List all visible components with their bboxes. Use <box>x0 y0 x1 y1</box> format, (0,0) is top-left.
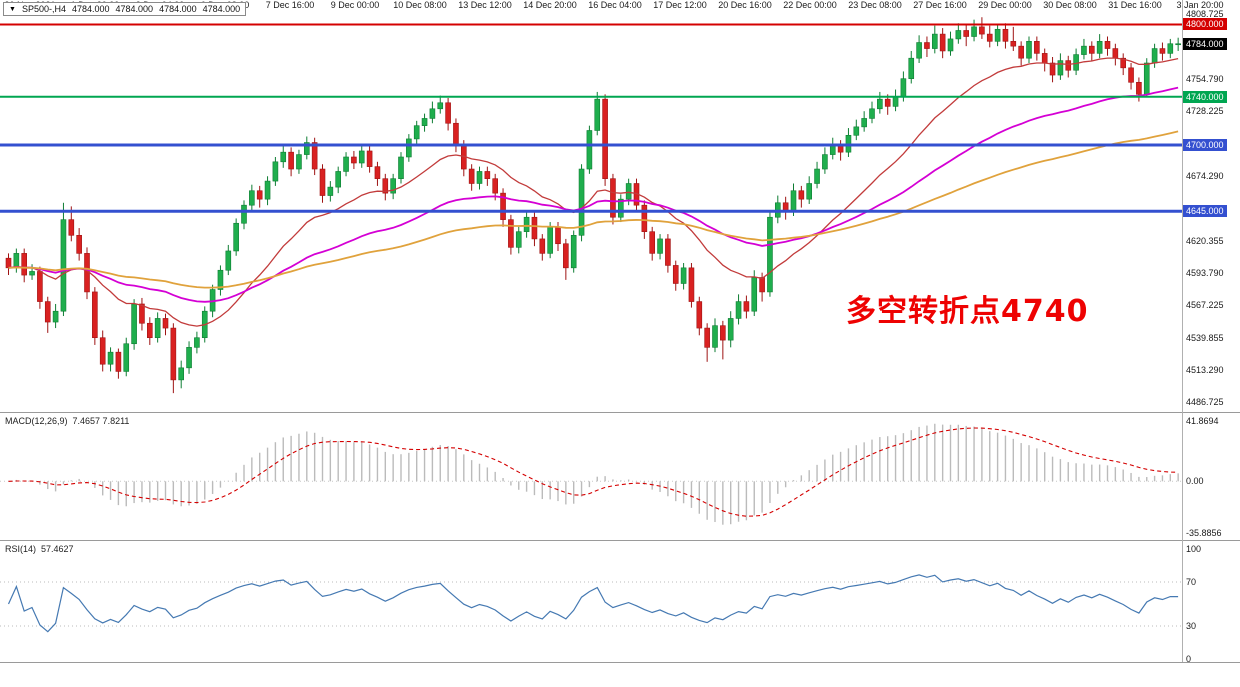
price-axis-tick: 4754.790 <box>1186 73 1224 84</box>
ma-slow-line <box>8 130 1179 289</box>
macd-signal-line <box>8 427 1179 517</box>
ma-mid-line <box>8 86 1179 303</box>
time-axis-label: 3 Jan 20:00 <box>1176 0 1224 10</box>
panel-separator[interactable] <box>0 412 1240 413</box>
rsi-axis-tick: 100 <box>1186 544 1202 554</box>
macd-axis-tick: 41.8694 <box>1186 416 1219 426</box>
chart-info-bar: ▼ SP500-,H4 4784.000 4784.000 4784.000 4… <box>3 2 247 16</box>
time-axis-label: 7 Dec 16:00 <box>265 0 315 10</box>
rsi-line <box>7 574 1179 633</box>
time-axis-label: 23 Dec 08:00 <box>848 0 902 10</box>
trend-annotation-text[interactable]: 多空转折点4740 <box>846 294 1089 329</box>
price-axis-tick: 4620.355 <box>1186 235 1224 246</box>
rsi-panel-canvas[interactable] <box>0 541 1182 661</box>
price-badge: 4784.000 <box>1183 37 1227 50</box>
price-axis-tick: 4593.790 <box>1186 267 1224 278</box>
hlines-group <box>0 23 1182 213</box>
ohlc-low: 4784.000 <box>159 4 197 14</box>
macd-axis-tick: -35.8856 <box>1186 528 1222 538</box>
time-axis-label: 27 Dec 16:00 <box>913 0 967 10</box>
price-badge: 4740.000 <box>1183 90 1227 103</box>
macd-label: MACD(12,26,9) <box>5 416 68 426</box>
price-axis-tick: 4567.225 <box>1186 299 1224 310</box>
time-axis-label: 14 Dec 20:00 <box>523 0 577 10</box>
price-axis-tick: 4674.290 <box>1186 170 1224 181</box>
symbol-period-label: SP500-,H4 <box>21 4 66 14</box>
time-axis-label: 9 Dec 00:00 <box>330 0 380 10</box>
panel-separator[interactable] <box>0 540 1240 541</box>
rsi-axis-tick: 70 <box>1186 577 1197 587</box>
rsi-current-value: 57.4627 <box>41 544 74 554</box>
macd-current-values: 7.4657 7.8211 <box>72 416 130 426</box>
ohlc-close: 4784.000 <box>202 4 241 14</box>
rsi-label: RSI(14) <box>5 544 37 554</box>
candles-group <box>5 17 1181 394</box>
rsi-title: RSI(14) 57.4627 <box>5 544 74 554</box>
time-axis-label: 17 Dec 12:00 <box>653 0 707 10</box>
time-axis-label: 29 Dec 00:00 <box>978 0 1032 10</box>
price-axis-tick: 4808.725 <box>1186 8 1224 19</box>
time-axis-label: 20 Dec 16:00 <box>718 0 772 10</box>
symbol-direction-icon: ▼ <box>9 5 16 13</box>
price-axis-tick: 4728.225 <box>1186 105 1224 116</box>
macd-panel-canvas[interactable] <box>0 414 1182 540</box>
panel-separator <box>0 662 1240 663</box>
macd-axis-tick: 0.00 <box>1186 476 1204 487</box>
price-axis-tick: 4513.290 <box>1186 364 1224 375</box>
rsi-axis-tick: 0 <box>1186 654 1192 664</box>
ma-fast-line <box>8 57 1179 327</box>
time-axis-label: 13 Dec 12:00 <box>458 0 512 10</box>
price-badge: 4800.000 <box>1183 18 1227 31</box>
time-axis-label: 31 Dec 16:00 <box>1108 0 1162 10</box>
price-axis-tick: 4486.725 <box>1186 396 1224 407</box>
rsi-axis-tick: 30 <box>1186 621 1197 631</box>
time-axis-label: 10 Dec 08:00 <box>393 0 447 10</box>
price-chart-canvas[interactable] <box>0 0 1182 413</box>
time-axis-label: 30 Dec 08:00 <box>1043 0 1097 10</box>
price-axis-tick: 4539.855 <box>1186 332 1224 343</box>
macd-title: MACD(12,26,9) 7.4657 7.8211 <box>5 416 129 426</box>
time-axis-label: 22 Dec 00:00 <box>783 0 837 10</box>
ohlc-open: 4784.000 <box>71 4 110 14</box>
time-axis-label: 16 Dec 04:00 <box>588 0 642 10</box>
price-badge: 4700.000 <box>1183 138 1227 151</box>
ohlc-high: 4784.000 <box>115 4 154 14</box>
price-badge: 4645.000 <box>1183 205 1227 218</box>
macd-histogram <box>15 423 1179 525</box>
price-axis-line <box>1182 0 1183 662</box>
